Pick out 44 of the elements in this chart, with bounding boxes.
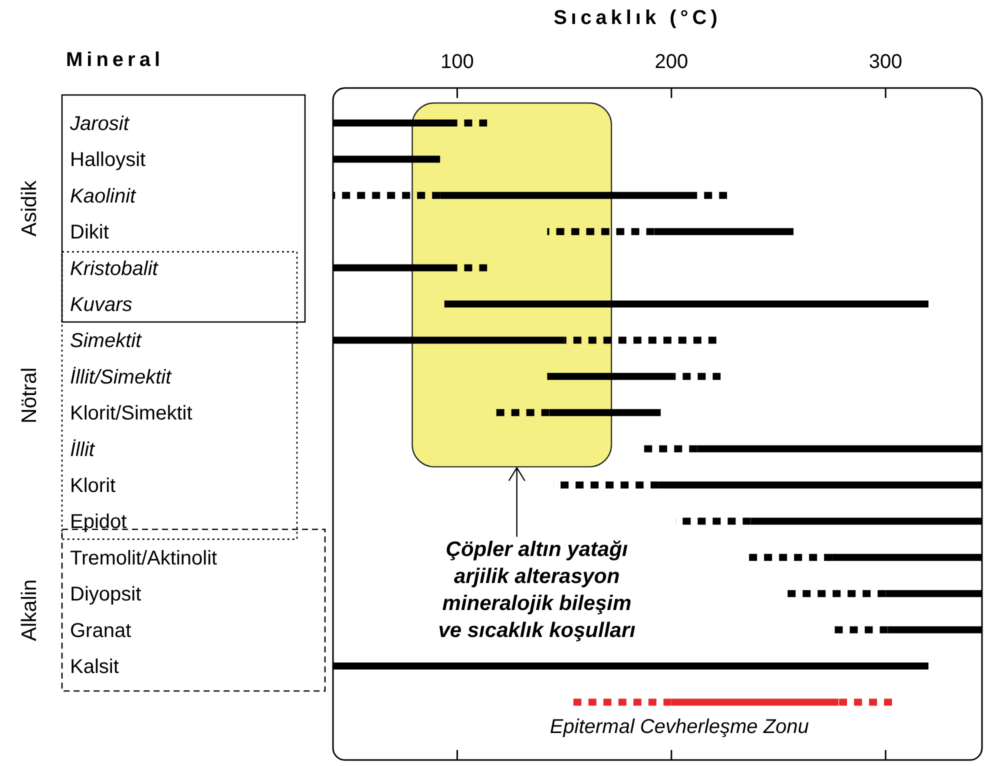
band-label: Çöpler altın yatağı arjilik alterasyon mineralojik bileşim ve sıcaklık koşulları xyxy=(438,538,636,642)
bar xyxy=(333,192,440,199)
bar xyxy=(549,409,661,416)
bar xyxy=(748,554,832,561)
x-tick-label: 300 xyxy=(868,51,902,73)
y-tick-label: Diyopsit xyxy=(70,584,142,606)
bar xyxy=(694,192,728,199)
bar xyxy=(547,228,654,236)
x-tick-label: 200 xyxy=(654,51,688,73)
y-tick-label: Simektit xyxy=(70,330,143,352)
y-tick-label: Kalsit xyxy=(70,656,120,678)
y-tick-label: Jarosit xyxy=(69,113,130,135)
text: Alkalin xyxy=(18,579,41,642)
y-tick-label: Halloysit xyxy=(70,149,146,172)
bar xyxy=(674,372,721,380)
x-axis-title: Sıcaklık (°C) xyxy=(554,7,722,29)
bar xyxy=(838,698,892,706)
y-tick-label: İllit xyxy=(70,438,96,461)
y-axis-title: Mineral xyxy=(66,49,164,71)
y-tick-label: İllit/Simektit xyxy=(70,366,173,388)
annotation: Epitermal Cevherleşme Zonu xyxy=(550,716,809,738)
y-tick-label: Kaolinit xyxy=(70,185,138,208)
bar xyxy=(566,698,672,706)
bar xyxy=(554,482,659,488)
y-tick-label: Dikit xyxy=(70,222,110,244)
bar xyxy=(671,698,838,706)
bar xyxy=(547,372,674,380)
y-tick-label: Tremolit/Aktinolit xyxy=(70,547,218,570)
bar xyxy=(457,120,488,126)
text: Asidik xyxy=(18,180,41,237)
bar xyxy=(457,264,488,272)
y-tick-label: Klorit xyxy=(70,475,116,497)
bar xyxy=(564,336,716,344)
y-tick-label: Kristobalit xyxy=(70,258,160,280)
text: Nötral xyxy=(18,367,41,424)
y-tick-label: Klorit/Simektit xyxy=(70,402,193,425)
bar xyxy=(676,518,751,525)
bar xyxy=(654,228,794,236)
y-tick-label: Epidot xyxy=(70,511,128,534)
x-tick-label: 100 xyxy=(440,51,474,73)
bar xyxy=(444,300,928,308)
y-tick-label: Granat xyxy=(70,620,132,642)
bar xyxy=(440,192,695,199)
y-tick-label: Kuvars xyxy=(70,294,132,316)
